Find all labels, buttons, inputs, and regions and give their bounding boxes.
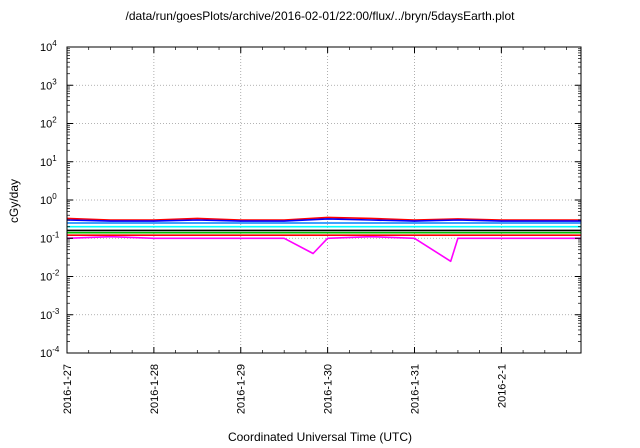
- y-tick-exponent: 1: [52, 154, 57, 163]
- series-line: [66, 216, 581, 221]
- y-tick-label: 101: [40, 154, 57, 169]
- y-tick-label: 10-1: [40, 230, 60, 245]
- y-tick-label: 100: [40, 192, 57, 207]
- y-tick-label: 10-2: [40, 269, 60, 284]
- y-tick-exponent: 4: [52, 39, 57, 48]
- y-tick-exponent: 0: [52, 192, 57, 201]
- x-axis-label: Coordinated Universal Time (UTC): [227, 430, 413, 444]
- tick-layer: 10410310210110010-110-210-310-42016-1-27…: [40, 39, 581, 414]
- y-tick-exponent: 2: [52, 116, 57, 125]
- series-layer: [66, 216, 581, 263]
- y-tick-exponent: -3: [52, 307, 60, 316]
- x-tick-label: 2016-1-29: [236, 364, 248, 414]
- plot-frame: [66, 46, 582, 354]
- chart-title: /data/run/goesPlots/archive/2016-02-01/2…: [125, 9, 515, 23]
- x-tick-label: 2016-1-27: [62, 364, 74, 414]
- y-tick-exponent: -1: [52, 230, 60, 239]
- y-tick-exponent: -2: [52, 269, 60, 278]
- series-line: [66, 235, 581, 263]
- y-tick-label: 102: [40, 116, 57, 131]
- y-tick-exponent: -4: [52, 345, 60, 354]
- y-tick-label: 10-3: [40, 307, 60, 322]
- y-tick-exponent: 3: [52, 77, 57, 86]
- y-tick-label: 104: [40, 39, 57, 54]
- x-tick-label: 2016-1-31: [409, 364, 421, 414]
- x-tick-label: 2016-1-28: [149, 364, 161, 414]
- grid-layer: [66, 47, 581, 353]
- y-tick-label: 103: [40, 77, 57, 92]
- series-line: [66, 218, 581, 222]
- x-tick-label: 2016-1-30: [323, 364, 335, 414]
- y-tick-label: 10-4: [40, 345, 60, 360]
- x-tick-label: 2016-2-1: [496, 364, 508, 408]
